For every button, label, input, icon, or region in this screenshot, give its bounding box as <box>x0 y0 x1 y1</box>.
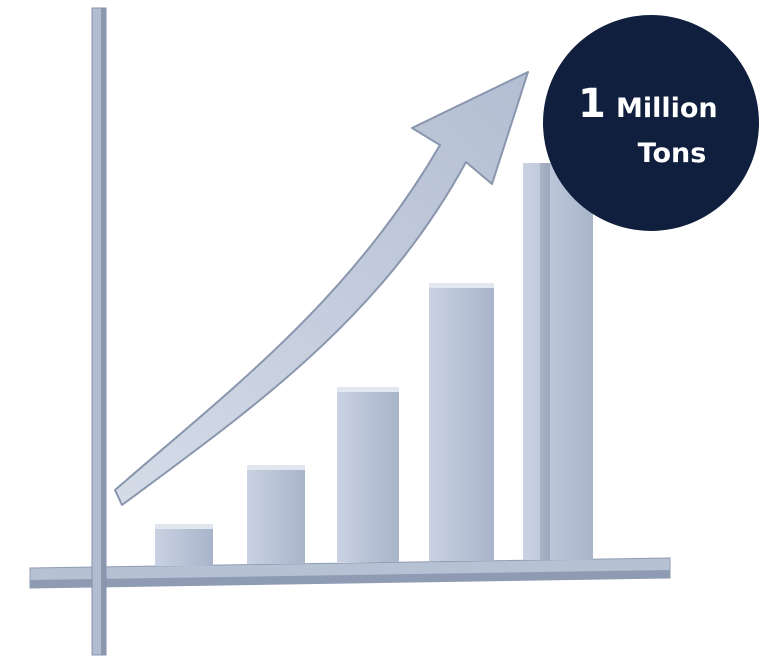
bar <box>523 163 593 560</box>
badge-unit: Million <box>616 93 718 124</box>
base-shadow <box>30 570 670 588</box>
growth-arrow <box>114 71 529 506</box>
bar-top <box>429 283 494 288</box>
badge-label: Tons <box>638 138 707 169</box>
bar-top <box>247 465 305 470</box>
post-side <box>101 8 106 655</box>
badge-number: 1 <box>578 81 606 127</box>
bar-top <box>155 524 213 529</box>
bars <box>155 163 593 566</box>
bar <box>155 524 213 566</box>
bar-top <box>337 387 399 392</box>
bar-side <box>540 163 550 560</box>
bar <box>429 283 494 561</box>
bar <box>247 465 305 564</box>
badge-circle <box>543 15 759 231</box>
bar <box>337 387 399 562</box>
